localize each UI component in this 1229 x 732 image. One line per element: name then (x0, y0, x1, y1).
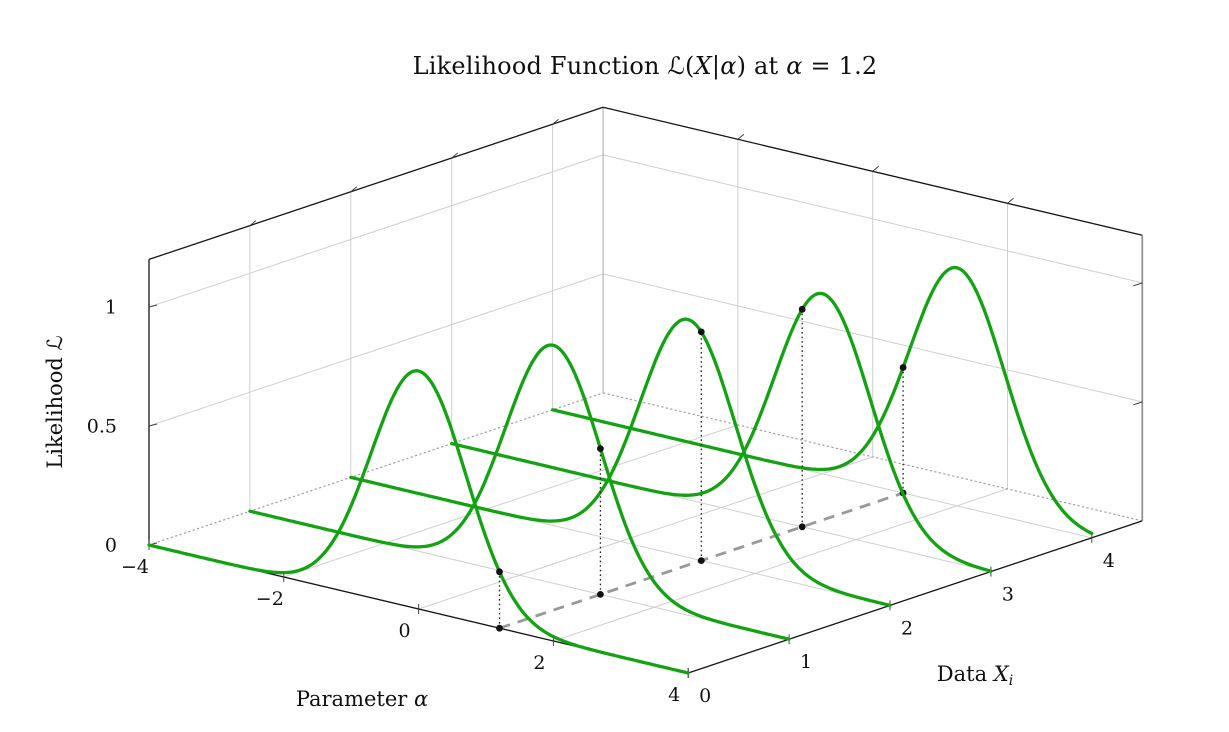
top-edge-tick-mark (249, 220, 257, 226)
marker-dot-floor (697, 557, 705, 564)
x-tick-label: 2 (533, 652, 545, 674)
chart-title: Likelihood Function ℒ(X|α) at α = 1.2 (413, 52, 878, 80)
tick-marks (148, 118, 1143, 678)
wall-grid-line (148, 273, 604, 427)
z-axis-label: Likelihood ℒ (43, 335, 67, 468)
top-left-edge (148, 106, 604, 261)
chart-title-part: α (786, 52, 803, 80)
y-axis-label: Data Xi (937, 662, 1013, 689)
marker-dot-floor (798, 523, 806, 531)
top-edge-tick-mark (451, 152, 459, 159)
z-tick-mark (148, 423, 158, 427)
axis-labels: Parameter α Data Xi Likelihood ℒ (43, 335, 1013, 711)
marker-dot-curve (697, 328, 705, 336)
z-tick-label: 0 (105, 535, 117, 557)
marker-dot-curve (597, 445, 604, 452)
x-tick-label: −2 (256, 588, 284, 610)
top-edge-tick-mark (737, 133, 745, 140)
hidden-box-edges (148, 107, 1143, 546)
chart-title-part: ℒ (667, 52, 686, 80)
wall-grid-line (602, 154, 1143, 284)
top-edge-tick-mark (552, 118, 559, 125)
chart-title-part: = 1.2 (802, 52, 878, 80)
x-axis-label: Parameter α (296, 687, 428, 711)
wall-grid-line (602, 273, 1143, 403)
right-edge-tick-mark (1133, 401, 1143, 406)
y-tick-label: 3 (1002, 584, 1014, 606)
top-edge-tick-mark (1007, 197, 1014, 204)
x-tick-label: 4 (668, 684, 680, 706)
y-tick-label: 0 (699, 685, 711, 707)
hidden-edge (602, 392, 1143, 522)
right-edge-tick-mark (1133, 282, 1143, 287)
chart-title-part: | (711, 52, 721, 80)
likelihood-curves (147, 265, 1094, 675)
wall-grid-line (148, 154, 604, 308)
z-tick-label: 0.5 (87, 416, 117, 438)
floor-grid-line (283, 424, 739, 578)
marker-dot-floor (496, 624, 503, 632)
x-tick-label: −4 (121, 556, 149, 578)
marker-dot-curve (899, 364, 907, 371)
y-tick-label: 4 (1103, 550, 1115, 572)
chart-title-part: α (720, 52, 737, 80)
x-tick-label: 0 (399, 620, 411, 642)
z-tick-mark (148, 304, 158, 308)
top-edge-tick-mark (350, 186, 358, 193)
y-tick-label: 2 (901, 617, 913, 639)
bell-curve-X-2 (550, 265, 1094, 536)
chart-title-part: ( (685, 52, 695, 80)
bell-curve-X-0 (147, 369, 690, 675)
y-tick-label: 1 (800, 651, 812, 673)
hidden-edge (148, 392, 604, 546)
marker-dot-curve (496, 568, 503, 576)
chart-title-part: Likelihood Function (412, 52, 668, 80)
z-tick-label: 1 (105, 297, 117, 319)
top-edge-tick-mark (872, 165, 880, 172)
chart-title-part: ) at (736, 52, 787, 80)
marker-dot-curve (798, 305, 806, 313)
bell-curve-X-1.5 (450, 291, 993, 573)
floor-grid-line (553, 488, 1008, 642)
marker-dot-floor (597, 591, 604, 598)
chart-title-part: X (694, 52, 712, 80)
floor-grid-line (418, 456, 873, 610)
bell-curve-X-1 (349, 317, 892, 608)
y-axis-edge (687, 520, 1143, 674)
